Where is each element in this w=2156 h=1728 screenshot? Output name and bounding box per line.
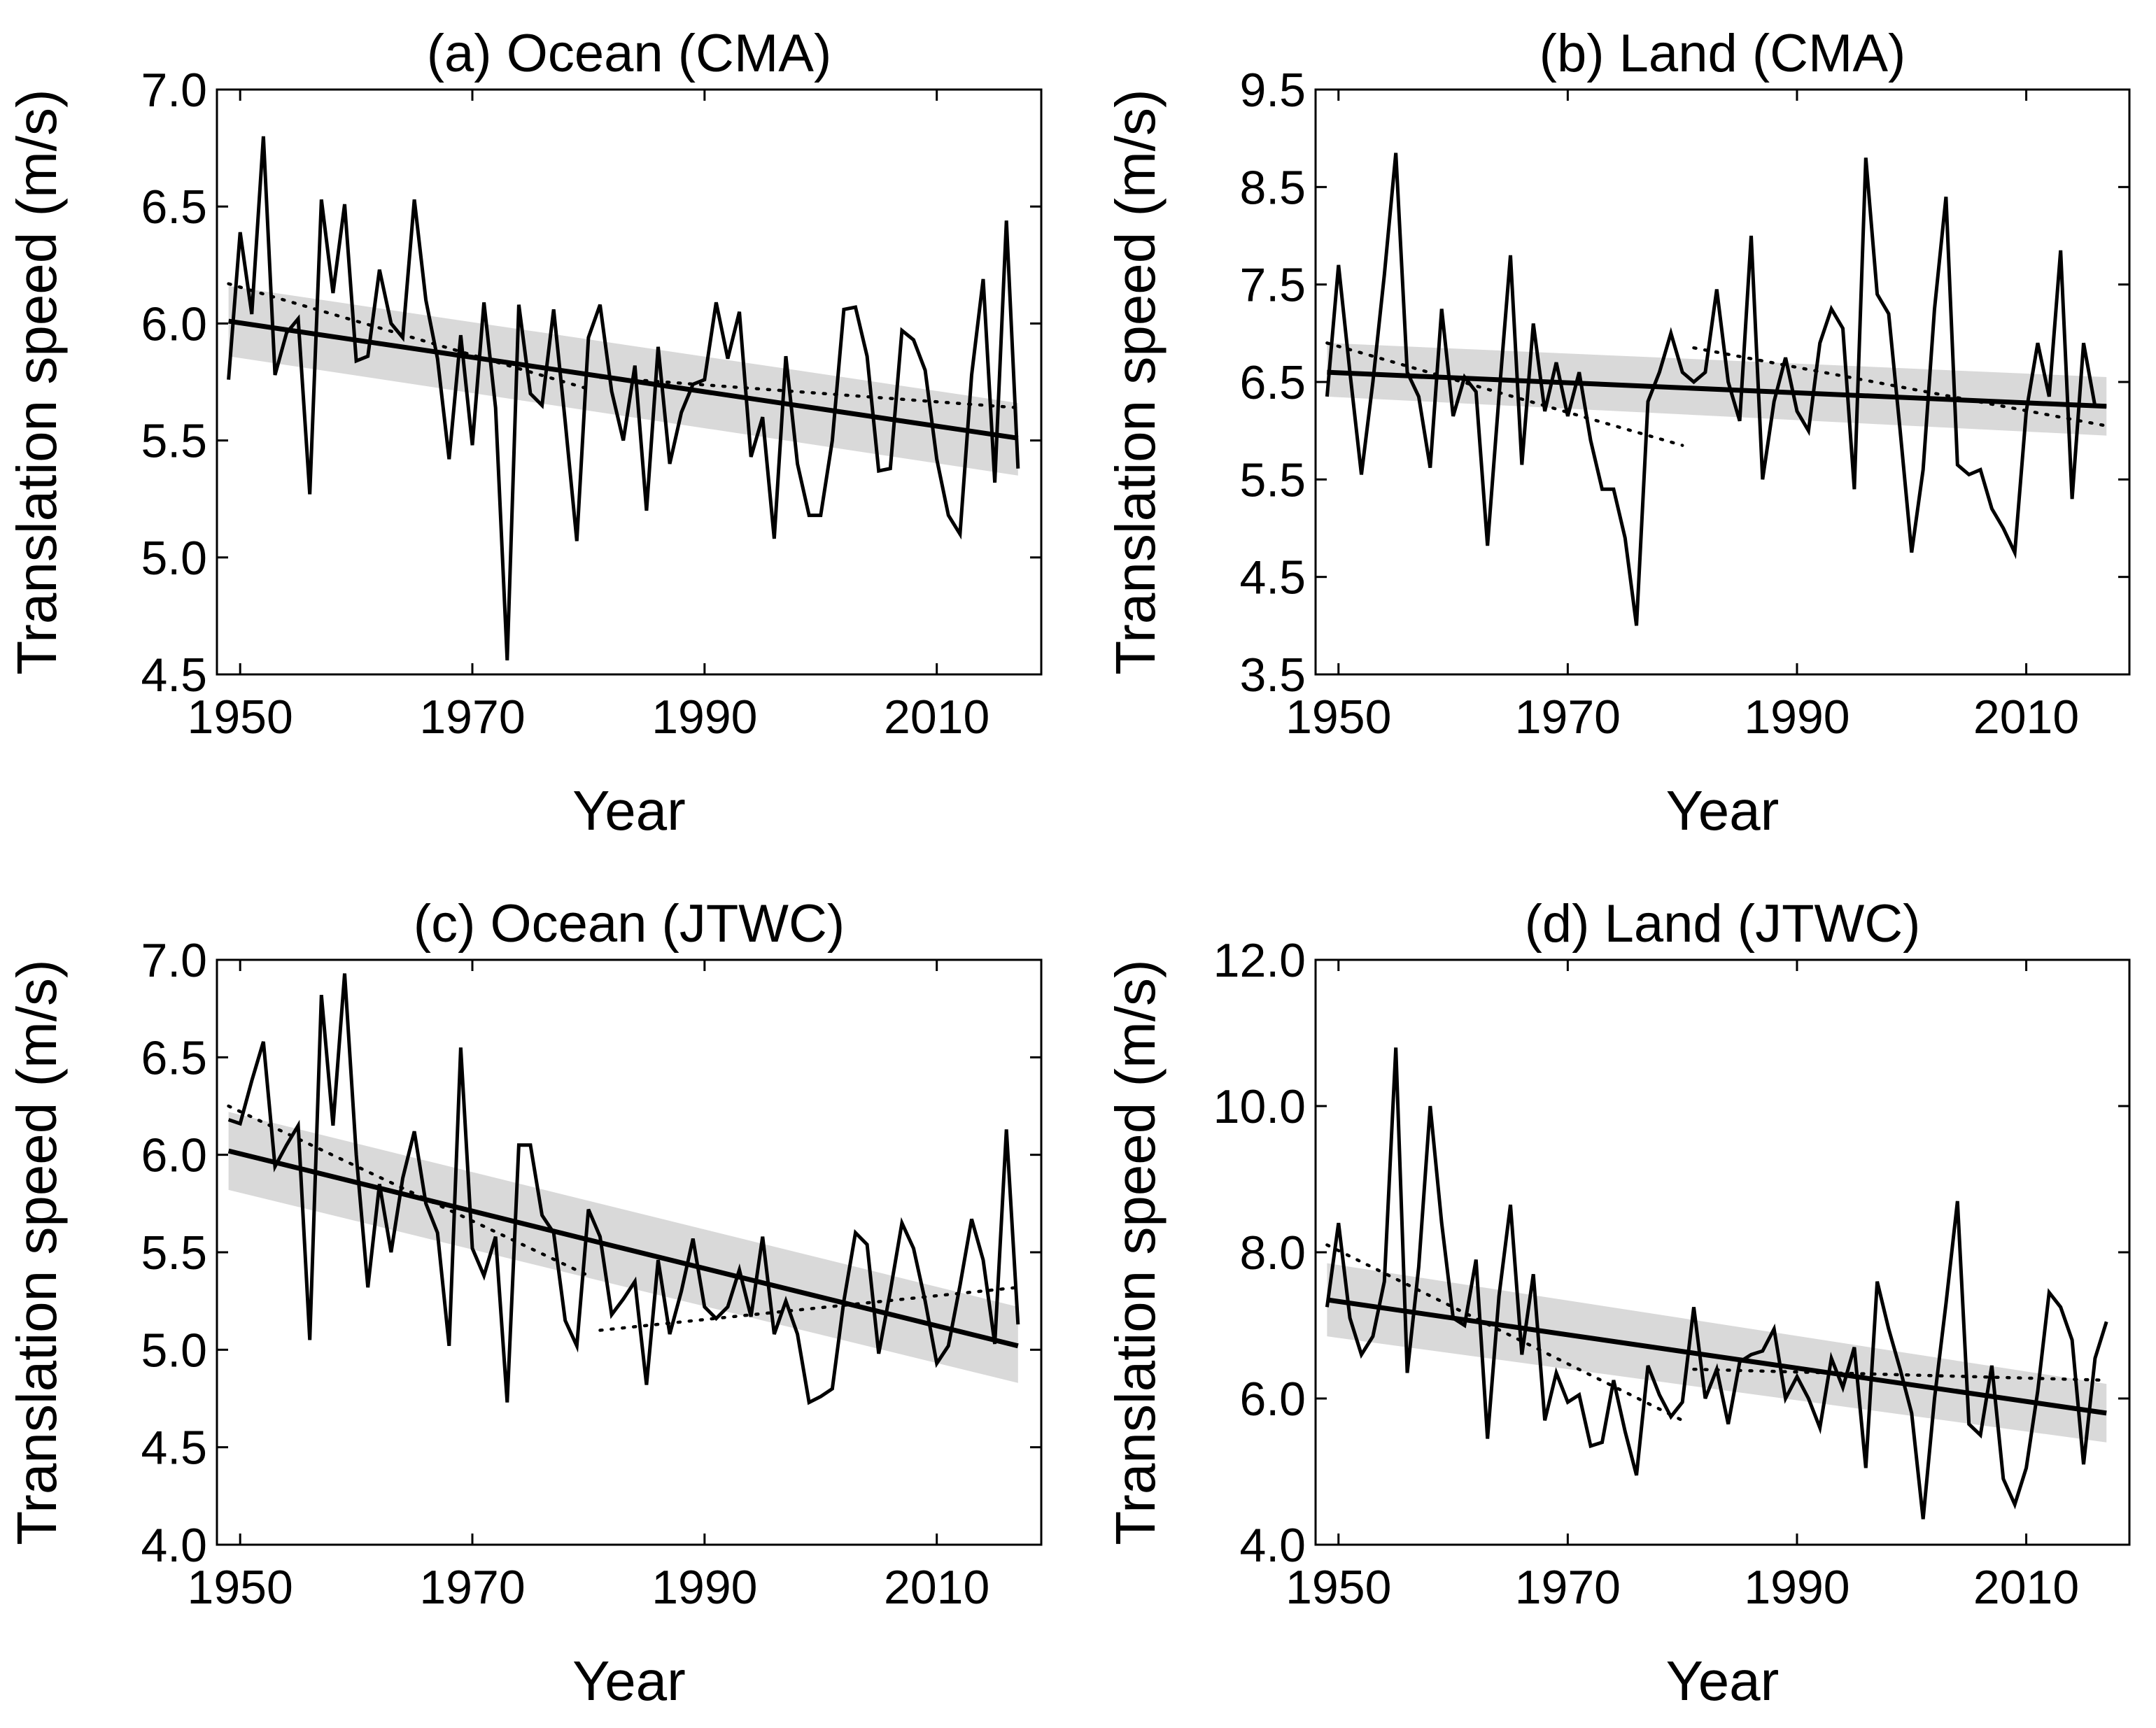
series-line-annual	[227, 136, 1020, 661]
y-tick-label: 12.0	[1213, 934, 1306, 987]
panel-b: 3.5 4.5 5.5 6.5 7.5 8.5 9.5 1950 1970 1990 2010 (b)…	[1104, 24, 2131, 842]
trend-line-dotted-2	[227, 282, 591, 391]
panel-title: (d) Land (JTWC)	[1525, 894, 1921, 954]
y-tick-label: 6.5	[141, 180, 207, 234]
x-tick-label: 2010	[1973, 1561, 2079, 1614]
y-tick-label: 7.5	[1239, 259, 1306, 312]
x-tick-label: 1950	[1285, 1561, 1391, 1614]
x-axis-label: Year	[1666, 1650, 1780, 1712]
panel-title: (a) Ocean (CMA)	[427, 24, 832, 83]
x-tick-label: 1950	[1285, 691, 1391, 744]
x-tick-label: 2010	[1973, 691, 2079, 744]
y-tick-label: 5.0	[141, 532, 207, 585]
trend-line-dotted-3	[1692, 1367, 2108, 1382]
confidence-band	[1327, 1263, 2107, 1443]
axes-box	[216, 88, 1043, 676]
trend-line-dotted-2	[1325, 1243, 1684, 1422]
trend-line-dotted-2	[227, 1104, 591, 1277]
y-tick-label: 6.5	[1239, 356, 1306, 409]
y-tick-label: 10.0	[1213, 1080, 1306, 1133]
x-tick-label: 1990	[651, 1561, 757, 1614]
y-tick-label: 5.0	[141, 1324, 207, 1377]
y-tick-label: 4.0	[141, 1519, 207, 1572]
y-tick-label: 3.5	[1239, 649, 1306, 702]
y-axis-label: Translation speed (m/s)	[1104, 89, 1167, 674]
x-tick-label: 1970	[419, 691, 525, 744]
trend-line-dotted-3	[598, 376, 1020, 410]
y-tick-label: 4.5	[141, 649, 207, 702]
y-tick-label: 6.0	[141, 1129, 207, 1182]
y-axis-label: Translation speed (m/s)	[6, 959, 68, 1545]
y-tick-label: 8.5	[1239, 161, 1306, 214]
y-tick-label: 9.5	[1239, 64, 1306, 117]
x-tick-label: 1970	[419, 1561, 525, 1614]
x-axis-label: Year	[1666, 779, 1780, 842]
trend-line-full	[1327, 369, 2107, 409]
y-tick-label: 4.5	[141, 1422, 207, 1475]
y-tick-label: 6.0	[141, 297, 207, 350]
y-tick-label: 5.5	[1239, 453, 1306, 507]
y-axis-label: Translation speed (m/s)	[1104, 959, 1167, 1545]
panel-d: 4.0 6.0 8.0 10.0 12.0 1950 1970 1990 2010 (d) Lan…	[1104, 894, 2131, 1712]
y-tick-label: 4.0	[1239, 1519, 1306, 1572]
y-tick-label: 7.0	[141, 934, 207, 987]
y-tick-label: 6.5	[141, 1031, 207, 1084]
y-axis-label: Translation speed (m/s)	[6, 89, 68, 674]
x-tick-label: 1990	[651, 691, 757, 744]
x-tick-label: 1970	[1515, 1561, 1621, 1614]
axes-box	[1314, 958, 2131, 1546]
panel-title: (c) Ocean (JTWC)	[414, 894, 845, 954]
trend-line-full	[227, 1148, 1019, 1349]
x-tick-label: 2010	[884, 691, 989, 744]
trend-line-dotted-3	[598, 1285, 1020, 1332]
y-tick-label: 5.5	[141, 1226, 207, 1280]
x-tick-label: 1990	[1744, 691, 1849, 744]
x-tick-label: 1950	[188, 1561, 293, 1614]
y-tick-label: 4.5	[1239, 551, 1306, 604]
trend-line-dotted-3	[1692, 346, 2108, 427]
x-tick-label: 1990	[1744, 1561, 1849, 1614]
x-tick-label: 1950	[188, 691, 293, 744]
y-tick-label: 6.0	[1239, 1373, 1306, 1426]
x-axis-label: Year	[572, 1650, 686, 1712]
x-axis-label: Year	[572, 779, 686, 842]
series-line-annual	[1325, 153, 2107, 626]
y-tick-label: 8.0	[1239, 1226, 1306, 1280]
panel-c: 4.0 4.5 5.0 5.5 6.0 6.5 7.0 1950 1970 1990 2010 (c)…	[6, 894, 1043, 1712]
x-tick-label: 1970	[1515, 691, 1621, 744]
panel-title: (b) Land (CMA)	[1540, 24, 1906, 83]
panel-a: 4.5 5.0 5.5 6.0 6.5 7.0 1950 1970 1990 2010 (a) Oc…	[6, 24, 1043, 842]
y-tick-label: 7.0	[141, 64, 207, 117]
y-tick-label: 5.5	[141, 415, 207, 468]
trend-line-full	[1326, 1297, 2107, 1416]
x-tick-label: 2010	[884, 1561, 989, 1614]
